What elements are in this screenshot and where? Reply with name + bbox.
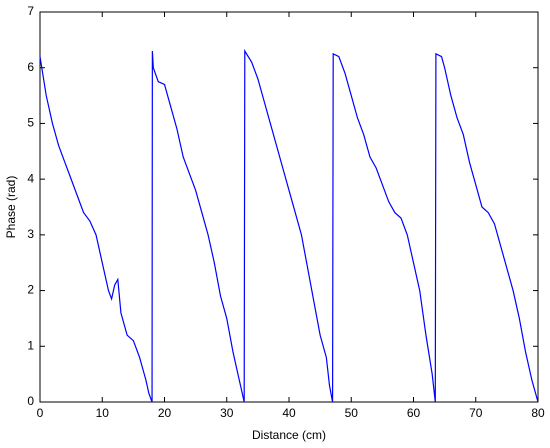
x-tick-label: 60 — [407, 406, 421, 420]
y-tick-label: 2 — [27, 283, 34, 297]
y-tick-label: 4 — [27, 171, 34, 185]
x-tick-label: 30 — [220, 406, 234, 420]
y-axis-label: Phase (rad) — [4, 176, 18, 239]
x-tick-label: 40 — [282, 406, 296, 420]
x-tick-label: 10 — [96, 406, 110, 420]
y-tick-label: 6 — [27, 60, 34, 74]
data-line — [39, 48, 539, 403]
x-tick-label: 0 — [37, 406, 44, 420]
y-tick-label: 3 — [27, 227, 34, 241]
y-tick-label: 1 — [27, 338, 34, 352]
x-axis-label: Distance (cm) — [252, 428, 326, 442]
y-tick-label: 0 — [27, 394, 34, 408]
x-tick-label: 50 — [345, 406, 359, 420]
x-tick-label: 80 — [531, 406, 545, 420]
y-tick-label: 5 — [27, 116, 34, 130]
x-tick-label: 70 — [469, 406, 483, 420]
axes-box — [39, 11, 539, 403]
y-tick-label: 7 — [27, 4, 34, 18]
x-tick-label: 20 — [158, 406, 172, 420]
